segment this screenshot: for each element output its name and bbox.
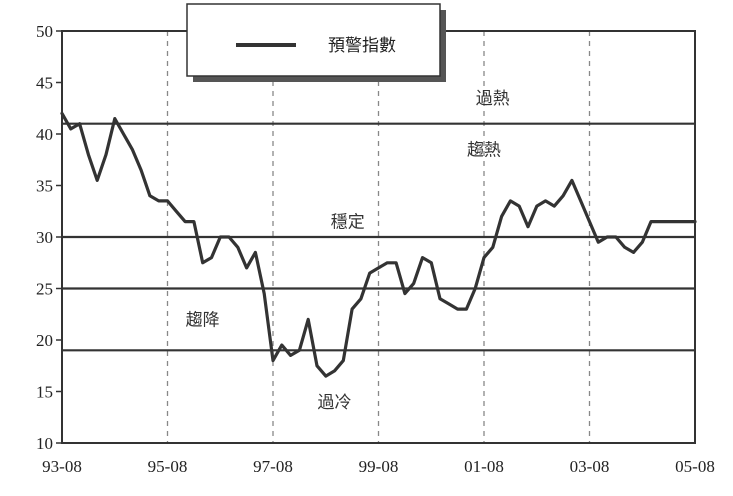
x-tick-label: 01-08: [464, 457, 504, 476]
y-tick-label: 35: [36, 177, 53, 196]
y-tick-label: 20: [36, 331, 53, 350]
zone-label: 過冷: [318, 393, 352, 413]
x-tick-label: 95-08: [148, 457, 188, 476]
grid-lines: [166, 31, 591, 443]
legend: 預警指數: [186, 3, 446, 82]
x-tick-label: 05-08: [675, 457, 715, 476]
zone-label: 過熱: [476, 89, 510, 109]
zone-label: 趨降: [186, 310, 220, 330]
y-tick-label: 50: [36, 22, 53, 41]
y-tick-label: 25: [36, 280, 53, 299]
x-tick-label: 97-08: [253, 457, 293, 476]
x-tick-label: 99-08: [359, 457, 399, 476]
axes: 93-08 95-08 97-08 99-08 01-08 03-08 05-08 10 15 2…: [36, 22, 715, 476]
threshold-lines: [62, 122, 695, 352]
legend-box: [186, 3, 441, 77]
x-tick-label: 93-08: [42, 457, 82, 476]
y-tick-label: 45: [36, 74, 53, 93]
y-tick-label: 15: [36, 383, 53, 402]
y-tick-label: 10: [36, 434, 53, 453]
zone-label: 穩定: [331, 213, 365, 233]
legend-label: 預警指數: [328, 36, 396, 56]
y-tick-label: 30: [36, 228, 53, 247]
x-tick-label: 03-08: [570, 457, 610, 476]
series-layer: [60, 111, 697, 378]
y-tick-label: 40: [36, 125, 53, 144]
series-line: [60, 111, 697, 378]
zone-label: 趨熱: [467, 140, 501, 160]
